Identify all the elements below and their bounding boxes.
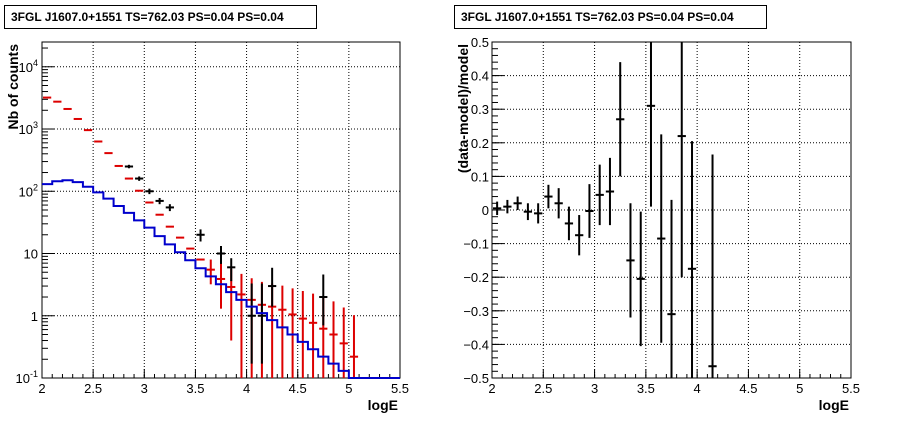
right-y-tick-label: 0 [482, 203, 489, 218]
left-y-tick-base: 10 [19, 122, 33, 137]
right-y-tick-label: −0.3 [463, 304, 489, 319]
right-x-axis-label: logE [819, 397, 849, 413]
right-x-tick-label: 5 [796, 381, 803, 396]
left-series-model-source [42, 179, 400, 379]
right-chart: 2 2.5 3 3.5 4 4.5 5 5.5 −0.5 −0.4 −0.3 −0.2 −0.1 0 0.1… [455, 35, 860, 413]
right-y-tick-label: 0.5 [471, 35, 489, 50]
left-y-tick-exponent: -1 [30, 369, 38, 379]
right-y-tick-label: 0.1 [471, 169, 489, 184]
right-x-tick-label: 4 [694, 381, 701, 396]
right-x-tick-label: 2 [488, 381, 495, 396]
left-y-tick-label: 104 [19, 58, 38, 75]
left-y-tick-label: 10-1 [16, 369, 38, 386]
left-series-data [124, 164, 328, 364]
left-y-tick-label: 1 [31, 309, 38, 324]
right-x-tick-label: 3.5 [637, 381, 655, 396]
right-x-tick-label: 3 [591, 381, 598, 396]
right-x-tick-label: 4.5 [739, 381, 757, 396]
right-y-tick-label: −0.1 [463, 237, 489, 252]
left-x-axis-label: logE [368, 397, 398, 413]
left-x-tick-label: 2 [38, 381, 45, 396]
left-plot-frame [41, 41, 401, 379]
left-y-tick-label: 102 [19, 182, 38, 199]
right-x-tick-label: 2.5 [534, 381, 552, 396]
left-y-tick-label: 103 [19, 120, 38, 137]
left-x-tick-label: 4 [243, 381, 250, 396]
left-y-tick-base: 1 [31, 309, 38, 324]
left-x-tick-label: 3.5 [186, 381, 204, 396]
left-y-tick-base: 10 [24, 247, 38, 262]
model-source-step-line [42, 179, 400, 379]
right-panel-title: 3FGL J1607.0+1551 TS=762.03 PS=0.04 PS=0… [454, 5, 767, 29]
left-y-tick-label: 10 [24, 247, 38, 262]
left-x-tick-label: 5 [345, 381, 352, 396]
right-y-tick-label: −0.5 [463, 371, 489, 386]
left-y-tick-base: 10 [19, 184, 33, 199]
left-y-tick-exponent: 4 [33, 58, 38, 68]
right-y-tick-label: 0.3 [471, 102, 489, 117]
left-panel-title: 3FGL J1607.0+1551 TS=762.03 PS=0.04 PS=0… [4, 5, 317, 29]
right-y-tick-label: 0.2 [471, 136, 489, 151]
left-x-tick-label: 4.5 [289, 381, 307, 396]
right-y-tick-label: −0.4 [463, 337, 489, 352]
left-y-tick-exponent: 3 [33, 120, 38, 130]
left-x-tick-label: 2.5 [84, 381, 102, 396]
right-y-tick-label: −0.2 [463, 270, 489, 285]
left-y-tick-base: 10 [16, 371, 30, 386]
left-x-tick-label: 3 [141, 381, 148, 396]
left-x-tick-label: 5.5 [391, 381, 409, 396]
left-y-tick-base: 10 [19, 60, 33, 75]
right-y-axis-label: (data-model)/model [455, 44, 471, 173]
right-series-residual [493, 42, 717, 378]
right-x-tick-label: 5.5 [842, 381, 860, 396]
right-y-tick-label: 0.4 [471, 69, 489, 84]
left-y-tick-exponent: 2 [33, 182, 38, 192]
left-y-axis-label: Nb of counts [5, 44, 21, 130]
